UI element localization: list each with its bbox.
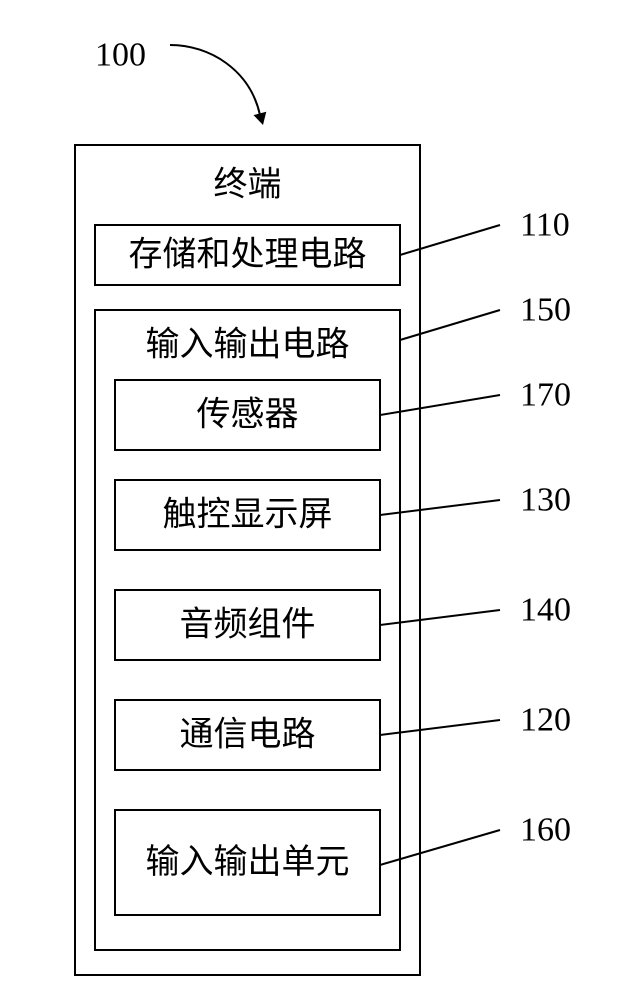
inner-box-label-audio: 音频组件 (180, 606, 316, 644)
callout-label-touch: 130 (520, 482, 571, 519)
inner-box-label-sensor: 传感器 (197, 396, 299, 434)
callout-label-storage: 110 (520, 207, 570, 244)
inner-box-label-comm: 通信电路 (180, 716, 316, 754)
callout-label-comm: 120 (520, 702, 571, 739)
callout-label-audio: 140 (520, 592, 571, 629)
inner-box-label-iounit: 输入输出单元 (146, 843, 350, 881)
callout-label-io: 150 (520, 292, 571, 329)
outer-box-title: 终端 (214, 166, 282, 204)
inner-box-label-touch: 触控显示屏 (163, 496, 333, 534)
callout-label-sensor: 170 (520, 377, 571, 414)
pointer-label: 100 (95, 37, 146, 74)
callout-label-iounit: 160 (520, 812, 571, 849)
io-container-title: 输入输出电路 (146, 326, 350, 364)
storage-box-label: 存储和处理电路 (129, 236, 367, 274)
